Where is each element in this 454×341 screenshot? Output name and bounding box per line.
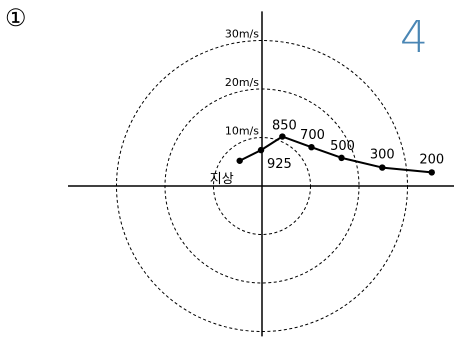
hodograph-point-3	[308, 144, 315, 151]
option-marker: ①	[5, 4, 27, 32]
level-label-3: 700	[300, 128, 325, 143]
level-label-4: 500	[330, 139, 355, 154]
answer-mark: 4	[400, 12, 428, 63]
ring-label-30: 30m/s	[225, 28, 259, 41]
hodograph-point-6	[428, 169, 435, 176]
hodograph-series	[236, 133, 435, 176]
axes	[68, 11, 454, 337]
hodograph-point-1	[257, 146, 265, 154]
hodograph-point-4	[338, 154, 345, 162]
ring-label-20: 20m/s	[225, 76, 259, 89]
level-label-5: 300	[370, 148, 395, 163]
level-label-1: 925	[267, 157, 292, 172]
level-label-2: 850	[272, 119, 297, 134]
hodograph-point-0	[236, 157, 243, 164]
hodograph-point-5	[379, 164, 386, 171]
level-label-0: 지상	[210, 172, 234, 187]
ring-label-10: 10m/s	[225, 125, 259, 138]
ring-labels: 10m/s 20m/s 30m/s	[225, 28, 259, 138]
hodograph-point-2	[279, 133, 286, 140]
level-label-6: 200	[419, 152, 444, 167]
